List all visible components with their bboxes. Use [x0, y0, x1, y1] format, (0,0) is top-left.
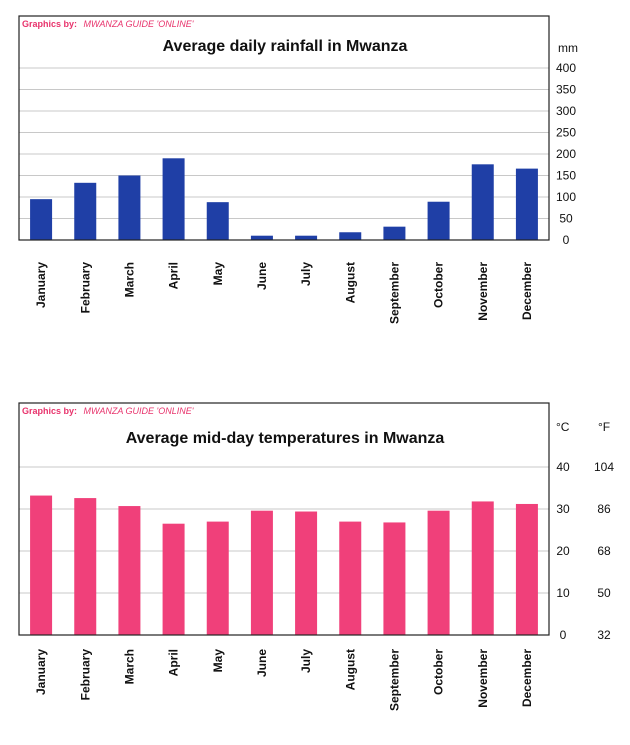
credit-line: Graphics by: MWANZA GUIDE 'ONLINE' — [22, 19, 194, 29]
bar-december — [515, 503, 538, 635]
bar-october — [427, 201, 450, 240]
category-label: October — [432, 262, 446, 308]
bar-september — [383, 226, 406, 240]
chart-title: Average mid-day temperatures in Mwanza — [126, 430, 445, 447]
category-labels: January February March April May June July Augu… — [34, 262, 534, 324]
bar-july — [295, 235, 318, 240]
category-label: December — [520, 649, 534, 707]
category-label: May — [211, 262, 225, 286]
y-tick-label-fahrenheit: 86 — [597, 502, 611, 516]
category-label: September — [387, 649, 401, 711]
y-tick-label: 300 — [556, 104, 576, 118]
category-label: April — [167, 262, 181, 289]
credit-prefix: Graphics by: — [22, 406, 77, 416]
bar-september — [383, 522, 406, 635]
y-tick-label: 10 — [556, 586, 570, 600]
rainfall-chart: Graphics by: MWANZA GUIDE 'ONLINE' Avera… — [18, 15, 578, 324]
category-label: November — [476, 262, 490, 321]
category-label: March — [122, 262, 136, 297]
y-tick-label-fahrenheit: 104 — [594, 460, 614, 474]
bar-april — [162, 523, 185, 635]
category-label: June — [255, 262, 269, 290]
bar-november — [471, 501, 494, 635]
y-tick-label: 20 — [556, 544, 570, 558]
bar-may — [206, 521, 229, 635]
y-tick-labels-celsius: 0 10 20 30 40 — [556, 460, 570, 642]
y-tick-labels-fahrenheit: 32 50 68 86 104 — [594, 460, 614, 642]
bar-january — [30, 495, 53, 635]
y-tick-labels: 0 50 100 150 200 250 300 350 400 — [556, 61, 576, 247]
temperature-chart: Graphics by: MWANZA GUIDE 'ONLINE' Avera… — [18, 402, 614, 711]
bar-march — [118, 175, 141, 240]
y-tick-label: 350 — [556, 83, 576, 97]
gridlines — [19, 466, 549, 594]
y-tick-label: 30 — [556, 502, 570, 516]
category-label: March — [122, 649, 136, 684]
y-tick-label-fahrenheit: 32 — [597, 628, 611, 642]
category-label: May — [211, 649, 225, 673]
category-label: April — [167, 649, 181, 676]
y-tick-label: 0 — [560, 628, 567, 642]
bar-january — [30, 199, 53, 240]
bar-july — [295, 511, 318, 635]
category-label: February — [78, 649, 92, 701]
category-label: December — [520, 262, 534, 320]
bar-june — [250, 235, 273, 240]
credit-line: Graphics by: MWANZA GUIDE 'ONLINE' — [22, 406, 194, 416]
bars — [30, 495, 538, 635]
y-tick-label: 100 — [556, 190, 576, 204]
category-label: July — [299, 262, 313, 286]
bar-october — [427, 510, 450, 635]
credit-name: MWANZA GUIDE 'ONLINE' — [84, 406, 194, 416]
bar-february — [74, 182, 97, 240]
y-tick-label: 250 — [556, 126, 576, 140]
bar-august — [339, 521, 362, 635]
bars — [30, 158, 538, 240]
y-tick-label-fahrenheit: 68 — [597, 544, 611, 558]
credit-name: MWANZA GUIDE 'ONLINE' — [84, 19, 194, 29]
unit-label: mm — [558, 41, 578, 55]
category-label: August — [343, 262, 357, 303]
category-label: July — [299, 649, 313, 673]
plot-frame — [18, 402, 550, 636]
category-label: November — [476, 649, 490, 708]
category-label: October — [432, 649, 446, 695]
category-label: September — [387, 262, 401, 324]
y-tick-label-fahrenheit: 50 — [597, 586, 611, 600]
category-label: January — [34, 649, 48, 695]
bar-november — [471, 164, 494, 240]
category-label: January — [34, 262, 48, 308]
bar-march — [118, 506, 141, 635]
gridlines — [19, 67, 549, 219]
category-label: June — [255, 649, 269, 677]
unit-label-celsius: °C — [556, 420, 570, 434]
bar-june — [250, 510, 273, 635]
y-tick-label: 400 — [556, 61, 576, 75]
category-label: August — [343, 649, 357, 690]
plot-frame — [18, 15, 550, 241]
bar-august — [339, 232, 362, 240]
y-tick-label: 40 — [556, 460, 570, 474]
y-tick-label: 150 — [556, 169, 576, 183]
bar-december — [515, 168, 538, 240]
bar-may — [206, 202, 229, 240]
unit-label-fahrenheit: °F — [598, 420, 610, 434]
category-label: February — [78, 262, 92, 314]
y-tick-label: 50 — [559, 212, 573, 226]
chart-title: Average daily rainfall in Mwanza — [163, 38, 408, 55]
bar-april — [162, 158, 185, 240]
credit-prefix: Graphics by: — [22, 19, 77, 29]
category-labels: January February March April May June July Augu… — [34, 649, 534, 711]
bar-february — [74, 498, 97, 635]
y-tick-label: 0 — [563, 233, 570, 247]
y-tick-label: 200 — [556, 147, 576, 161]
